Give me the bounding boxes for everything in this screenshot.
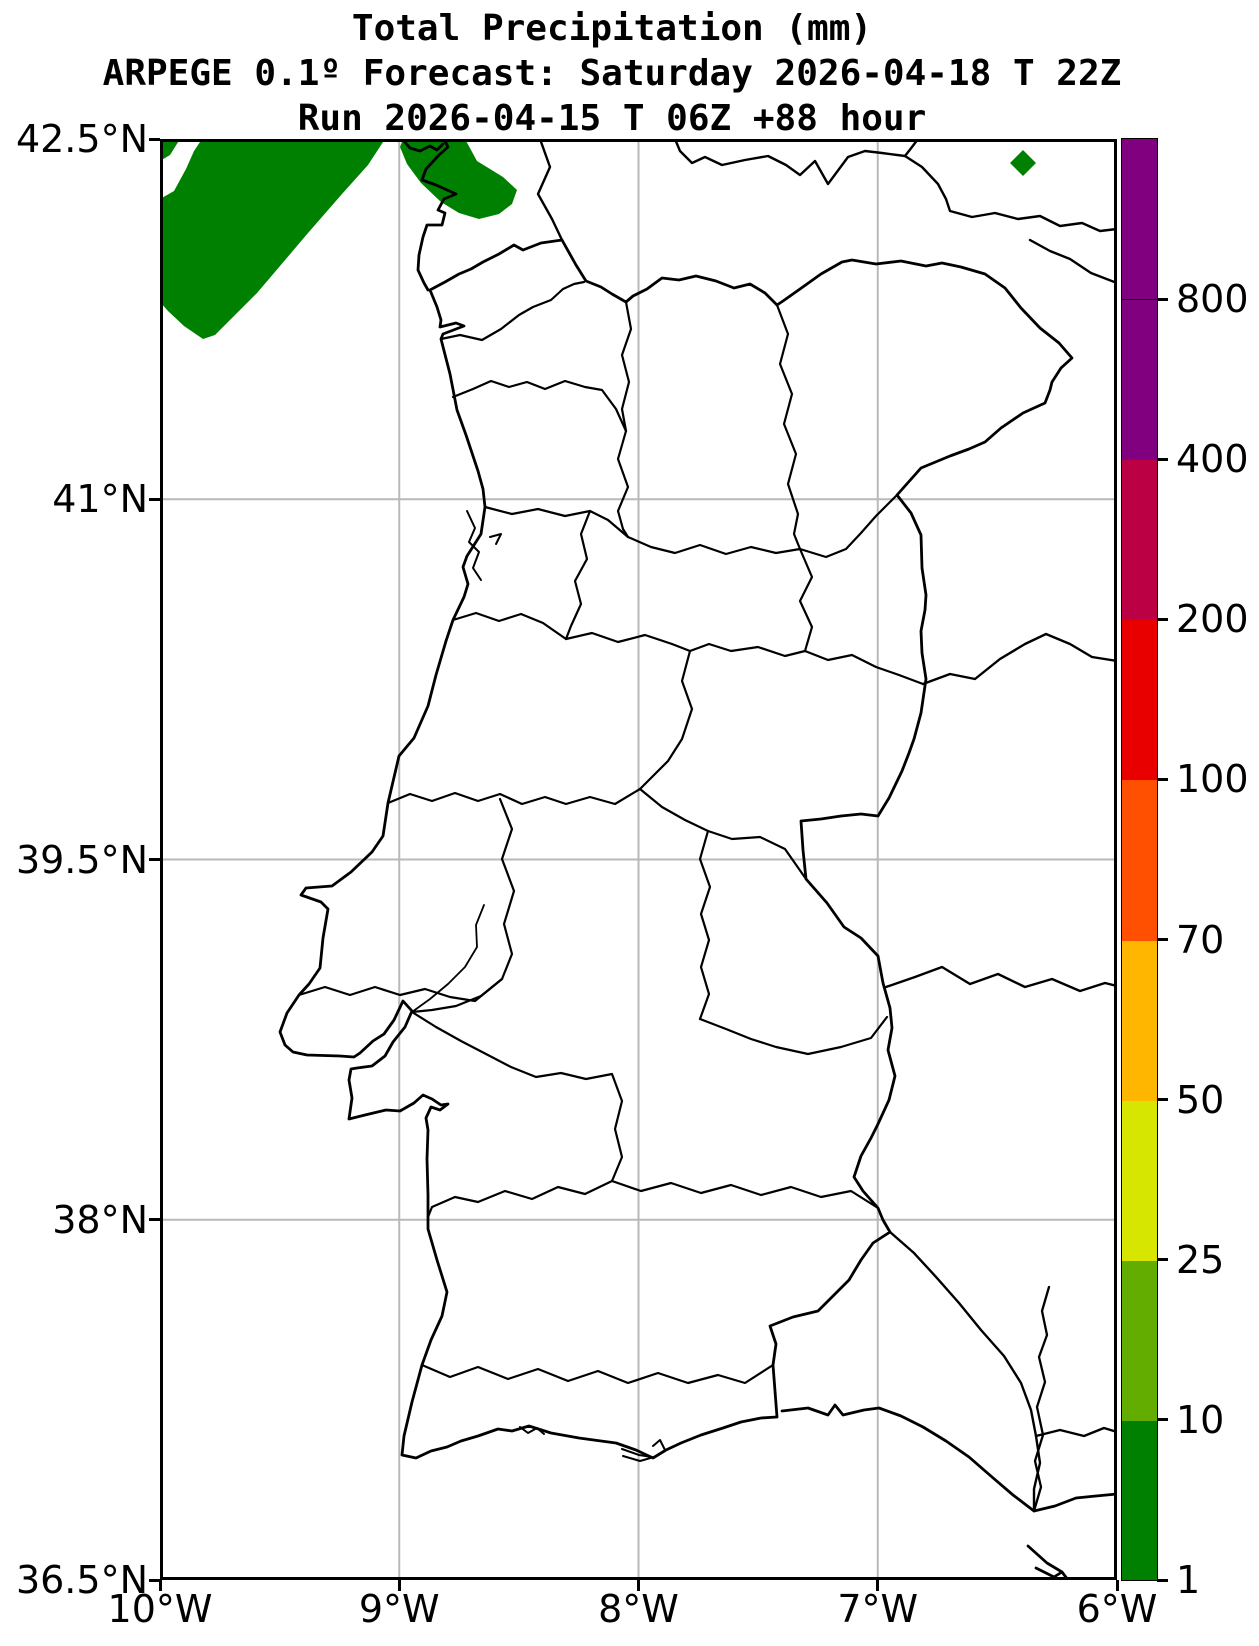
colorbar-tick-mark: [1157, 1578, 1168, 1582]
colorbar-segment: [1122, 459, 1157, 621]
colorbar-segment: [1122, 619, 1157, 781]
lon-tick-label: 7°W: [837, 1587, 919, 1631]
precipitation-map: [160, 139, 1117, 1580]
colorbar-tick-label: 70: [1176, 917, 1225, 962]
colorbar-tick-label: 50: [1176, 1077, 1225, 1122]
precip-blob-nw-corner: [160, 139, 180, 161]
colorbar-tick-mark: [1157, 938, 1168, 942]
map-frame: [160, 139, 1117, 1580]
province-line: [1028, 238, 1117, 285]
lon-tick-label: 9°W: [358, 1587, 440, 1631]
lon-tick-label: 10°W: [107, 1587, 213, 1631]
colorbar-tick-label: 200: [1176, 597, 1249, 642]
graticule: [160, 139, 1117, 1580]
colorbar-tick-label: 25: [1176, 1237, 1225, 1282]
colorbar-segment: [1122, 1259, 1157, 1421]
colorbar-tick-label: 400: [1176, 437, 1249, 482]
district-line: [698, 829, 712, 1021]
lon-tick-mark: [158, 1580, 162, 1591]
colorbar-tick-mark: [1157, 297, 1168, 301]
galicia-ria-hook: [401, 139, 445, 153]
lon-tick-mark: [876, 1580, 880, 1591]
lat-tick-mark: [149, 1218, 160, 1222]
colorbar-tick-label: 100: [1176, 757, 1249, 802]
colorbar-segment: [1122, 299, 1157, 461]
lat-tick-mark: [149, 1578, 160, 1582]
district-line: [410, 797, 516, 1014]
colorbar-segment: [1122, 779, 1157, 941]
tejo-river: [411, 904, 485, 1013]
lat-tick-label: 38°N: [52, 1197, 148, 1242]
province-line: [536, 139, 564, 242]
lon-tick-label: 6°W: [1076, 1587, 1158, 1631]
district-line: [798, 547, 814, 653]
precip-blob-nw-main: [160, 139, 385, 339]
lat-tick-mark: [149, 858, 160, 861]
district-line: [775, 303, 802, 551]
precip-fill-1-10mm: [160, 139, 1036, 339]
colorbar-tick-label: 1: [1176, 1558, 1201, 1602]
province-line: [921, 632, 1117, 686]
chart-subtitle: ARPEGE 0.1º Forecast: Saturday 2026-04-1…: [102, 53, 1122, 94]
lat-tick-mark: [149, 137, 160, 141]
lon-tick-mark: [397, 1580, 401, 1591]
district-line: [616, 429, 630, 539]
colorbar-segment: [1122, 139, 1157, 300]
lat-tick-label: 36.5°N: [15, 1558, 148, 1602]
lon-tick-mark: [1115, 1580, 1119, 1591]
district-line: [638, 787, 808, 881]
district-line: [420, 1363, 775, 1385]
district-line: [564, 631, 674, 646]
district-line: [439, 280, 586, 342]
precip-blob-rias: [400, 139, 517, 219]
lat-tick-label: 41°N: [52, 477, 148, 522]
district-line: [426, 1179, 614, 1219]
lon-tick-label: 8°W: [598, 1587, 679, 1631]
province-line: [1034, 1426, 1117, 1438]
district-line: [620, 300, 633, 433]
district-line: [451, 379, 628, 433]
coastlines: [278, 139, 1117, 1580]
district-line: [297, 977, 504, 1003]
colorbar-tick-label: 800: [1176, 277, 1249, 322]
aveiro-lagoon: [466, 510, 502, 581]
district-line: [564, 509, 592, 641]
district-line: [698, 1015, 889, 1056]
district-line: [451, 611, 568, 641]
algarve-lagoon-details: [519, 1426, 666, 1462]
huelva-cadiz-coast: [780, 1403, 1117, 1580]
province-line: [888, 1230, 1042, 1513]
district-boundaries: [297, 280, 925, 1385]
colorbar-tick-label: 10: [1176, 1397, 1225, 1442]
district-line: [410, 1010, 624, 1183]
colorbar-tick-mark: [1157, 617, 1168, 621]
lon-tick-mark: [637, 1580, 640, 1591]
district-line: [610, 1179, 880, 1210]
portugal-outline: [278, 238, 1074, 1460]
colorbar-tick-mark: [1157, 1418, 1168, 1422]
lat-tick-label: 42.5°N: [15, 117, 148, 161]
province-line: [673, 139, 1117, 233]
galicia-coast: [416, 139, 458, 292]
chart-title: Total Precipitation (mm): [351, 8, 873, 49]
colorbar-tick-mark: [1157, 777, 1168, 781]
colorbar-segment: [1122, 1099, 1157, 1261]
district-line: [386, 787, 642, 806]
colorbar-segment: [1122, 1419, 1157, 1581]
colorbar-tick-mark: [1157, 457, 1168, 461]
district-line: [638, 649, 694, 791]
district-line: [670, 642, 925, 686]
spanish-province-boundaries: [536, 139, 1117, 1513]
lat-tick-label: 39.5°N: [15, 837, 148, 882]
colorbar-tick-mark: [1157, 1258, 1168, 1262]
province-line: [884, 965, 1117, 993]
lat-tick-mark: [149, 497, 160, 501]
district-line: [483, 493, 899, 559]
chart-run-line: Run 2026-04-15 T 06Z +88 hour: [297, 98, 927, 139]
colorbar-tick-mark: [1157, 1098, 1168, 1102]
colorbar-segment: [1122, 939, 1157, 1101]
precip-cell-ne-diamond: [1010, 150, 1036, 176]
